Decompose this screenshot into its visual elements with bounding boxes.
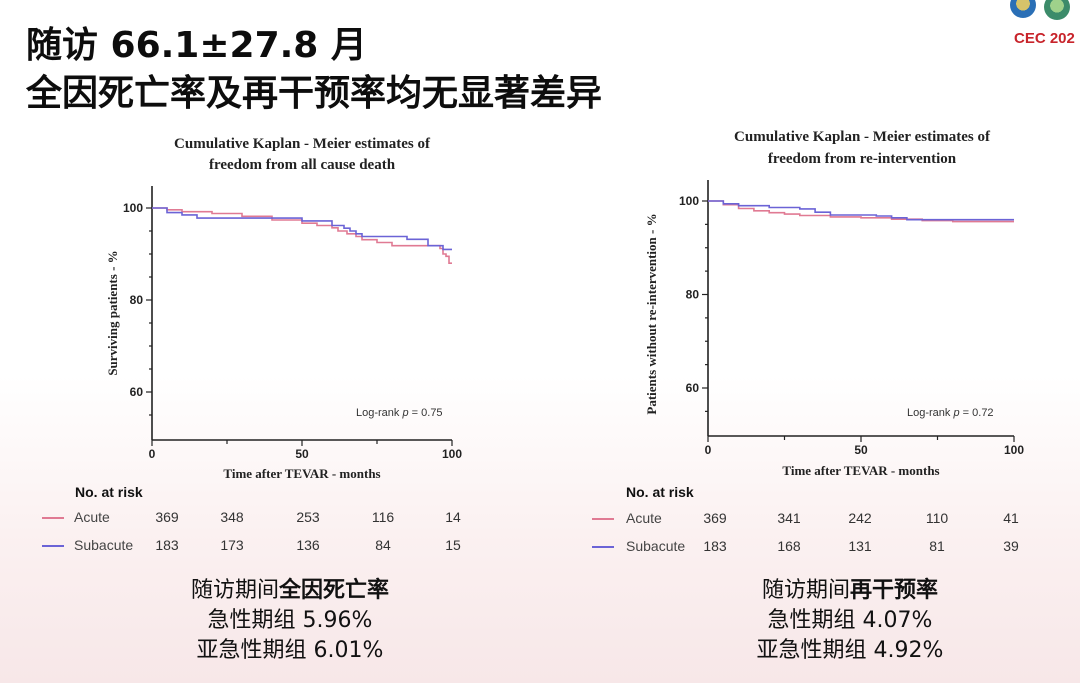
reint-risk-value: 341: [777, 510, 801, 526]
reint-risk-row-label-subacute: Subacute: [626, 538, 685, 554]
reint-risk-value: 183: [703, 538, 727, 554]
reint-risk-value: 41: [1003, 510, 1019, 526]
death-y-axis-label: Surviving patients - %: [105, 250, 120, 375]
death-risk-value: 14: [445, 509, 461, 525]
reint-risk-value: 242: [848, 510, 872, 526]
death-risk-table-title: No. at risk: [75, 484, 143, 500]
slide-title-line1: 随访 66.1±27.8 月: [26, 25, 367, 66]
summary-death-prefix: 随访期间: [190, 578, 279, 603]
summary-death: 随访期间全因死亡率 急性期组 5.96% 亚急性期组 6.01%: [170, 576, 410, 666]
death-curve-acute: [152, 207, 452, 264]
reint-y-tick-label: 100: [679, 194, 699, 208]
death-chart-title-line2: freedom from all cause death: [209, 157, 396, 173]
death-x-tick-label: 50: [295, 447, 309, 461]
summary-reint-heading: 随访期间再干预率: [730, 576, 970, 606]
death-y-tick-label: 60: [130, 385, 144, 399]
reint-logrank-annotation: Log-rank p = 0.72: [907, 407, 994, 419]
conference-logo: CEC 202: [1000, 0, 1080, 50]
summary-death-metric: 全因死亡率: [279, 578, 390, 603]
summary-death-heading: 随访期间全因死亡率: [170, 576, 410, 606]
society-emblem-icon: [1010, 0, 1036, 18]
death-risk-row-label-subacute: Subacute: [74, 537, 133, 553]
reint-x-tick-label: 100: [1004, 443, 1024, 457]
reint-y-axis-label: Patients without re-intervention - %: [644, 213, 659, 414]
death-x-axis-label: Time after TEVAR - months: [223, 466, 380, 481]
reint-y-tick-label: 60: [686, 381, 700, 395]
death-x-tick-label: 0: [149, 447, 156, 461]
death-risk-row-label-acute: Acute: [74, 509, 110, 525]
summary-death-subacute: 亚急性期组 6.01%: [196, 638, 384, 663]
death-risk-value: 84: [375, 537, 391, 553]
reint-chart-title-line2: freedom from re-intervention: [768, 151, 957, 167]
death-chart-title-line1: Cumulative Kaplan - Meier estimates of: [174, 136, 431, 152]
death-curve-subacute: [152, 207, 452, 251]
reint-risk-value: 131: [848, 538, 872, 554]
conference-logo-text: CEC 202: [1014, 30, 1075, 47]
summary-reint-metric: 再干预率: [850, 578, 939, 603]
death-risk-value: 15: [445, 537, 461, 553]
death-logrank-annotation: Log-rank p = 0.75: [356, 407, 443, 419]
reint-risk-value: 39: [1003, 538, 1019, 554]
reint-curve-acute: [708, 200, 1014, 223]
summary-reint-prefix: 随访期间: [761, 578, 850, 603]
death-risk-value: 253: [296, 509, 320, 525]
reint-risk-table-title: No. at risk: [626, 484, 694, 500]
slide-title-line2: 全因死亡率及再干预率均无显著差异: [26, 73, 603, 114]
summary-reintervention: 随访期间再干预率 急性期组 4.07% 亚急性期组 4.92%: [730, 576, 970, 666]
death-risk-value: 116: [372, 509, 395, 525]
reint-x-tick-label: 0: [705, 443, 712, 457]
death-y-tick-label: 80: [130, 293, 144, 307]
reint-risk-row-label-acute: Acute: [626, 510, 662, 526]
reint-chart-title-line1: Cumulative Kaplan - Meier estimates of: [734, 129, 991, 145]
death-risk-value: 136: [296, 537, 320, 553]
death-y-tick-label: 100: [123, 201, 143, 215]
reint-risk-value: 168: [777, 538, 801, 554]
death-risk-value: 348: [220, 509, 244, 525]
summary-death-acute: 急性期组 5.96%: [207, 608, 373, 633]
reint-risk-value: 81: [929, 538, 945, 554]
death-x-tick-label: 100: [442, 447, 462, 461]
death-risk-value: 173: [220, 537, 244, 553]
summary-reint-acute: 急性期组 4.07%: [767, 608, 933, 633]
death-risk-value: 369: [155, 509, 179, 525]
reint-x-tick-label: 50: [854, 443, 868, 457]
reint-curve-subacute: [708, 200, 1014, 221]
society-emblem-icon-2: [1044, 0, 1070, 20]
reint-y-tick-label: 80: [686, 288, 700, 302]
reint-risk-value: 110: [926, 510, 949, 526]
summary-reint-subacute: 亚急性期组 4.92%: [756, 638, 944, 663]
death-risk-value: 183: [155, 537, 179, 553]
reint-x-axis-label: Time after TEVAR - months: [782, 463, 939, 478]
reint-risk-value: 369: [703, 510, 727, 526]
